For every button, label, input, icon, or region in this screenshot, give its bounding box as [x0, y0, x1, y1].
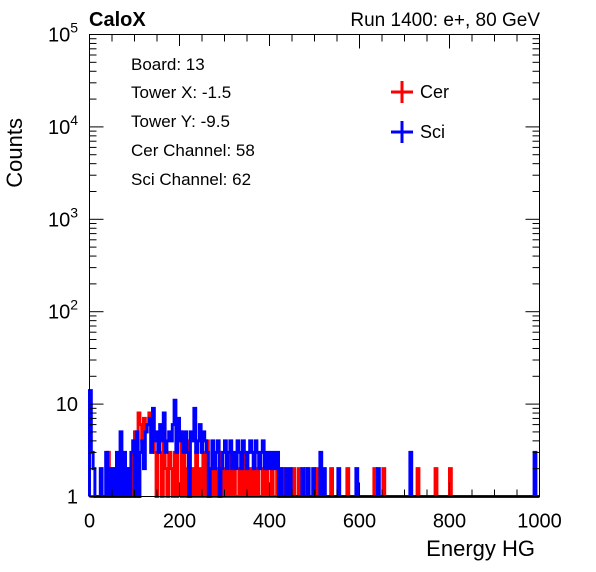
legend-cer-label: Cer	[420, 82, 449, 102]
y-tick-label: 105	[48, 20, 78, 47]
y-tick-label: 104	[48, 112, 78, 139]
header-right-title: Run 1400: e+, 80 GeV	[350, 10, 540, 31]
info-line-tower-y: Tower Y: -9.5	[131, 112, 230, 131]
info-line-board: Board: 13	[131, 55, 205, 74]
legend: Cer Sci	[391, 81, 449, 143]
x-tick-label: 400	[253, 511, 286, 533]
x-tick-label: 1000	[517, 511, 562, 533]
info-line-sci-channel: Sci Channel: 62	[131, 170, 251, 189]
x-axis-title: Energy HG	[426, 536, 535, 561]
y-tick-label: 103	[48, 204, 78, 231]
header-left-title: CaloX	[89, 9, 146, 31]
x-tick-label: 800	[433, 511, 466, 533]
info-box-background	[113, 46, 359, 194]
y-axis-title: Counts	[2, 118, 27, 188]
tick-labels-layer: 0 200 400 600 800 1000 1 10 102 103 104 105	[48, 20, 562, 533]
info-box: Board: 13 Tower X: -1.5 Tower Y: -9.5 Ce…	[113, 46, 359, 194]
y-tick-label: 1	[67, 487, 78, 509]
x-tick-label: 600	[343, 511, 376, 533]
y-tick-label: 10	[56, 394, 78, 416]
info-line-cer-channel: Cer Channel: 58	[131, 141, 255, 160]
x-tick-label: 200	[163, 511, 196, 533]
y-tick-label: 102	[48, 297, 78, 324]
plot-frame	[89, 34, 540, 497]
legend-entry-cer: Cer	[391, 81, 449, 103]
legend-sci-label: Sci	[420, 122, 445, 142]
legend-entry-sci: Sci	[391, 121, 445, 143]
info-line-tower-x: Tower X: -1.5	[131, 83, 231, 102]
x-tick-label: 0	[84, 511, 95, 533]
